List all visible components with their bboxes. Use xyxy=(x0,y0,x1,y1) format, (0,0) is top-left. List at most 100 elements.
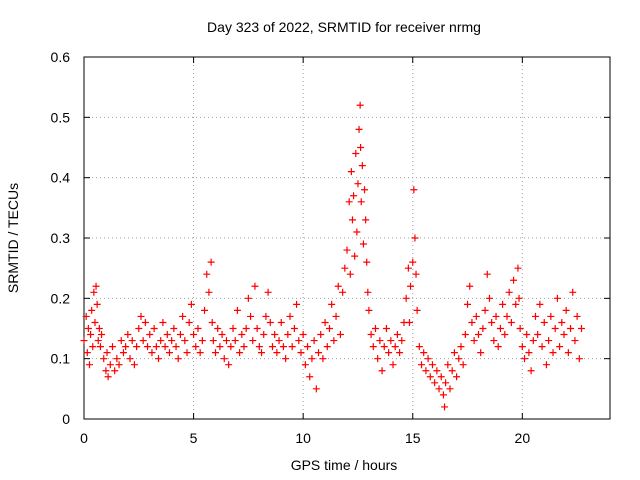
data-point xyxy=(301,361,309,369)
data-point xyxy=(96,343,104,351)
y-tick-label: 0 xyxy=(62,411,70,427)
data-point xyxy=(266,318,274,326)
data-point xyxy=(133,343,141,351)
grid-lines xyxy=(84,57,610,419)
data-point xyxy=(483,270,491,278)
data-point xyxy=(161,343,169,351)
data-point xyxy=(321,318,329,326)
data-point xyxy=(277,318,285,326)
data-point xyxy=(203,270,211,278)
data-point xyxy=(319,355,327,363)
data-point xyxy=(442,379,450,387)
data-point xyxy=(88,306,96,314)
data-point xyxy=(553,294,561,302)
data-point xyxy=(357,144,365,151)
data-point xyxy=(271,331,279,339)
data-point xyxy=(103,349,111,357)
data-point xyxy=(247,312,255,320)
data-point xyxy=(87,331,95,339)
data-point xyxy=(113,355,121,363)
data-point xyxy=(380,343,388,351)
data-point xyxy=(255,343,263,351)
axis-ticks: 0 5 10 15 20 0 0.1 0.2 0.3 0.4 0.5 0.6 xyxy=(51,49,610,446)
data-point xyxy=(168,337,176,345)
data-point xyxy=(378,367,386,375)
plot-frame xyxy=(83,56,611,420)
data-point xyxy=(170,325,178,332)
data-point xyxy=(575,355,583,363)
data-point xyxy=(415,343,423,351)
data-point xyxy=(501,331,509,339)
data-point xyxy=(505,288,513,296)
data-point xyxy=(212,349,219,357)
data-point xyxy=(459,361,467,369)
data-point xyxy=(352,150,360,158)
data-point xyxy=(446,385,454,393)
data-point xyxy=(240,343,248,351)
data-point xyxy=(540,318,548,326)
data-point xyxy=(98,331,106,339)
data-point xyxy=(157,337,165,345)
data-point xyxy=(198,337,206,345)
data-point xyxy=(317,331,325,339)
data-point xyxy=(426,373,434,381)
data-point xyxy=(236,349,244,357)
data-point xyxy=(106,361,114,369)
data-point xyxy=(341,264,349,272)
data-point xyxy=(334,282,342,290)
x-tick-label: 10 xyxy=(295,430,311,446)
data-point xyxy=(174,355,182,363)
data-point xyxy=(431,379,439,387)
data-point xyxy=(273,349,281,357)
data-point xyxy=(503,312,511,320)
data-point xyxy=(251,282,259,290)
data-point xyxy=(179,312,187,320)
data-point xyxy=(122,343,130,351)
data-point xyxy=(253,325,261,332)
data-point xyxy=(450,349,458,357)
data-point xyxy=(455,355,463,363)
data-point xyxy=(148,349,156,357)
data-point xyxy=(371,325,379,332)
data-point xyxy=(516,325,524,332)
data-point xyxy=(358,162,366,170)
data-point xyxy=(547,312,555,320)
data-point xyxy=(385,349,393,357)
data-point xyxy=(284,331,292,339)
data-point xyxy=(499,300,507,308)
data-point xyxy=(402,294,410,302)
data-point xyxy=(529,337,537,345)
data-point xyxy=(556,343,564,351)
data-point xyxy=(297,349,305,357)
data-point xyxy=(422,367,430,375)
data-point xyxy=(225,361,233,369)
data-point xyxy=(85,361,93,369)
data-point xyxy=(304,343,312,351)
data-point xyxy=(288,343,296,351)
data-point xyxy=(391,343,399,351)
data-point xyxy=(549,349,557,357)
data-point xyxy=(141,318,149,326)
data-point xyxy=(91,318,99,326)
data-point xyxy=(152,343,160,351)
data-point xyxy=(209,337,217,345)
data-point xyxy=(374,355,382,363)
data-point xyxy=(80,337,88,345)
data-point xyxy=(477,349,485,357)
x-tick-label: 20 xyxy=(515,430,531,446)
data-point xyxy=(185,318,193,326)
data-point xyxy=(490,337,498,345)
data-point xyxy=(527,367,535,375)
data-point xyxy=(323,343,331,351)
data-point xyxy=(364,288,372,296)
data-point xyxy=(348,216,356,224)
data-point xyxy=(512,300,520,308)
data-point xyxy=(448,367,456,375)
data-point xyxy=(441,403,449,411)
data-point xyxy=(514,264,522,272)
data-point xyxy=(420,349,428,357)
data-point xyxy=(238,331,246,339)
data-point xyxy=(233,306,241,314)
data-point xyxy=(222,337,230,345)
data-point xyxy=(286,312,294,320)
